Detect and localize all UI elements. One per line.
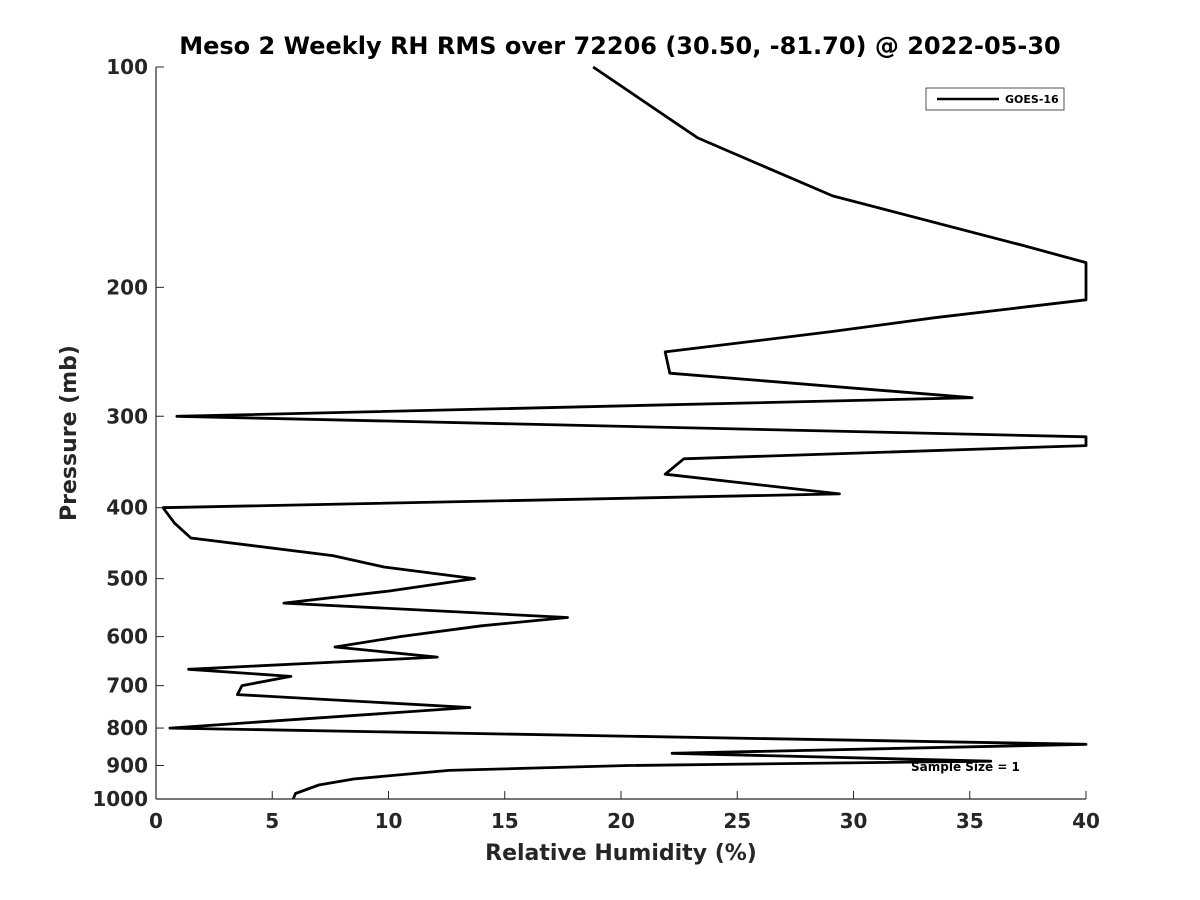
sample-size-annotation: Sample Size = 1 [911, 760, 1020, 774]
y-tick-label: 1000 [92, 787, 148, 811]
y-tick-label: 800 [106, 716, 148, 740]
chart-title: Meso 2 Weekly RH RMS over 72206 (30.50, … [179, 32, 1061, 60]
x-tick-label: 35 [956, 809, 984, 833]
x-tick-label: 30 [840, 809, 868, 833]
y-tick-label: 200 [106, 275, 148, 299]
x-tick-label: 25 [723, 809, 751, 833]
y-axis-label: Pressure (mb) [57, 345, 82, 521]
y-tick-label: 500 [106, 567, 148, 591]
x-tick-label: 0 [149, 809, 163, 833]
x-tick-label: 5 [265, 809, 279, 833]
x-axis-label: Relative Humidity (%) [485, 841, 757, 866]
series-layer [161, 65, 1088, 800]
series-line-goes16 [161, 65, 1088, 800]
y-tick-label: 900 [106, 754, 148, 778]
y-tick-label: 600 [106, 625, 148, 649]
y-tick-label: 300 [106, 404, 148, 428]
y-tick-label: 400 [106, 496, 148, 520]
x-tick-group: 0 5 10 15 20 25 30 35 40 [149, 791, 1100, 833]
legend-label-goes16: GOES-16 [1005, 93, 1059, 106]
x-tick-label: 10 [375, 809, 403, 833]
x-tick-label: 20 [607, 809, 635, 833]
x-tick-label: 40 [1072, 809, 1100, 833]
y-tick-group: 100 200 300 400 500 600 700 800 900 1000 [92, 55, 164, 811]
y-tick-label: 100 [106, 55, 148, 79]
y-tick-label: 700 [106, 674, 148, 698]
legend: GOES-16 [925, 87, 1065, 111]
x-tick-label: 15 [491, 809, 519, 833]
